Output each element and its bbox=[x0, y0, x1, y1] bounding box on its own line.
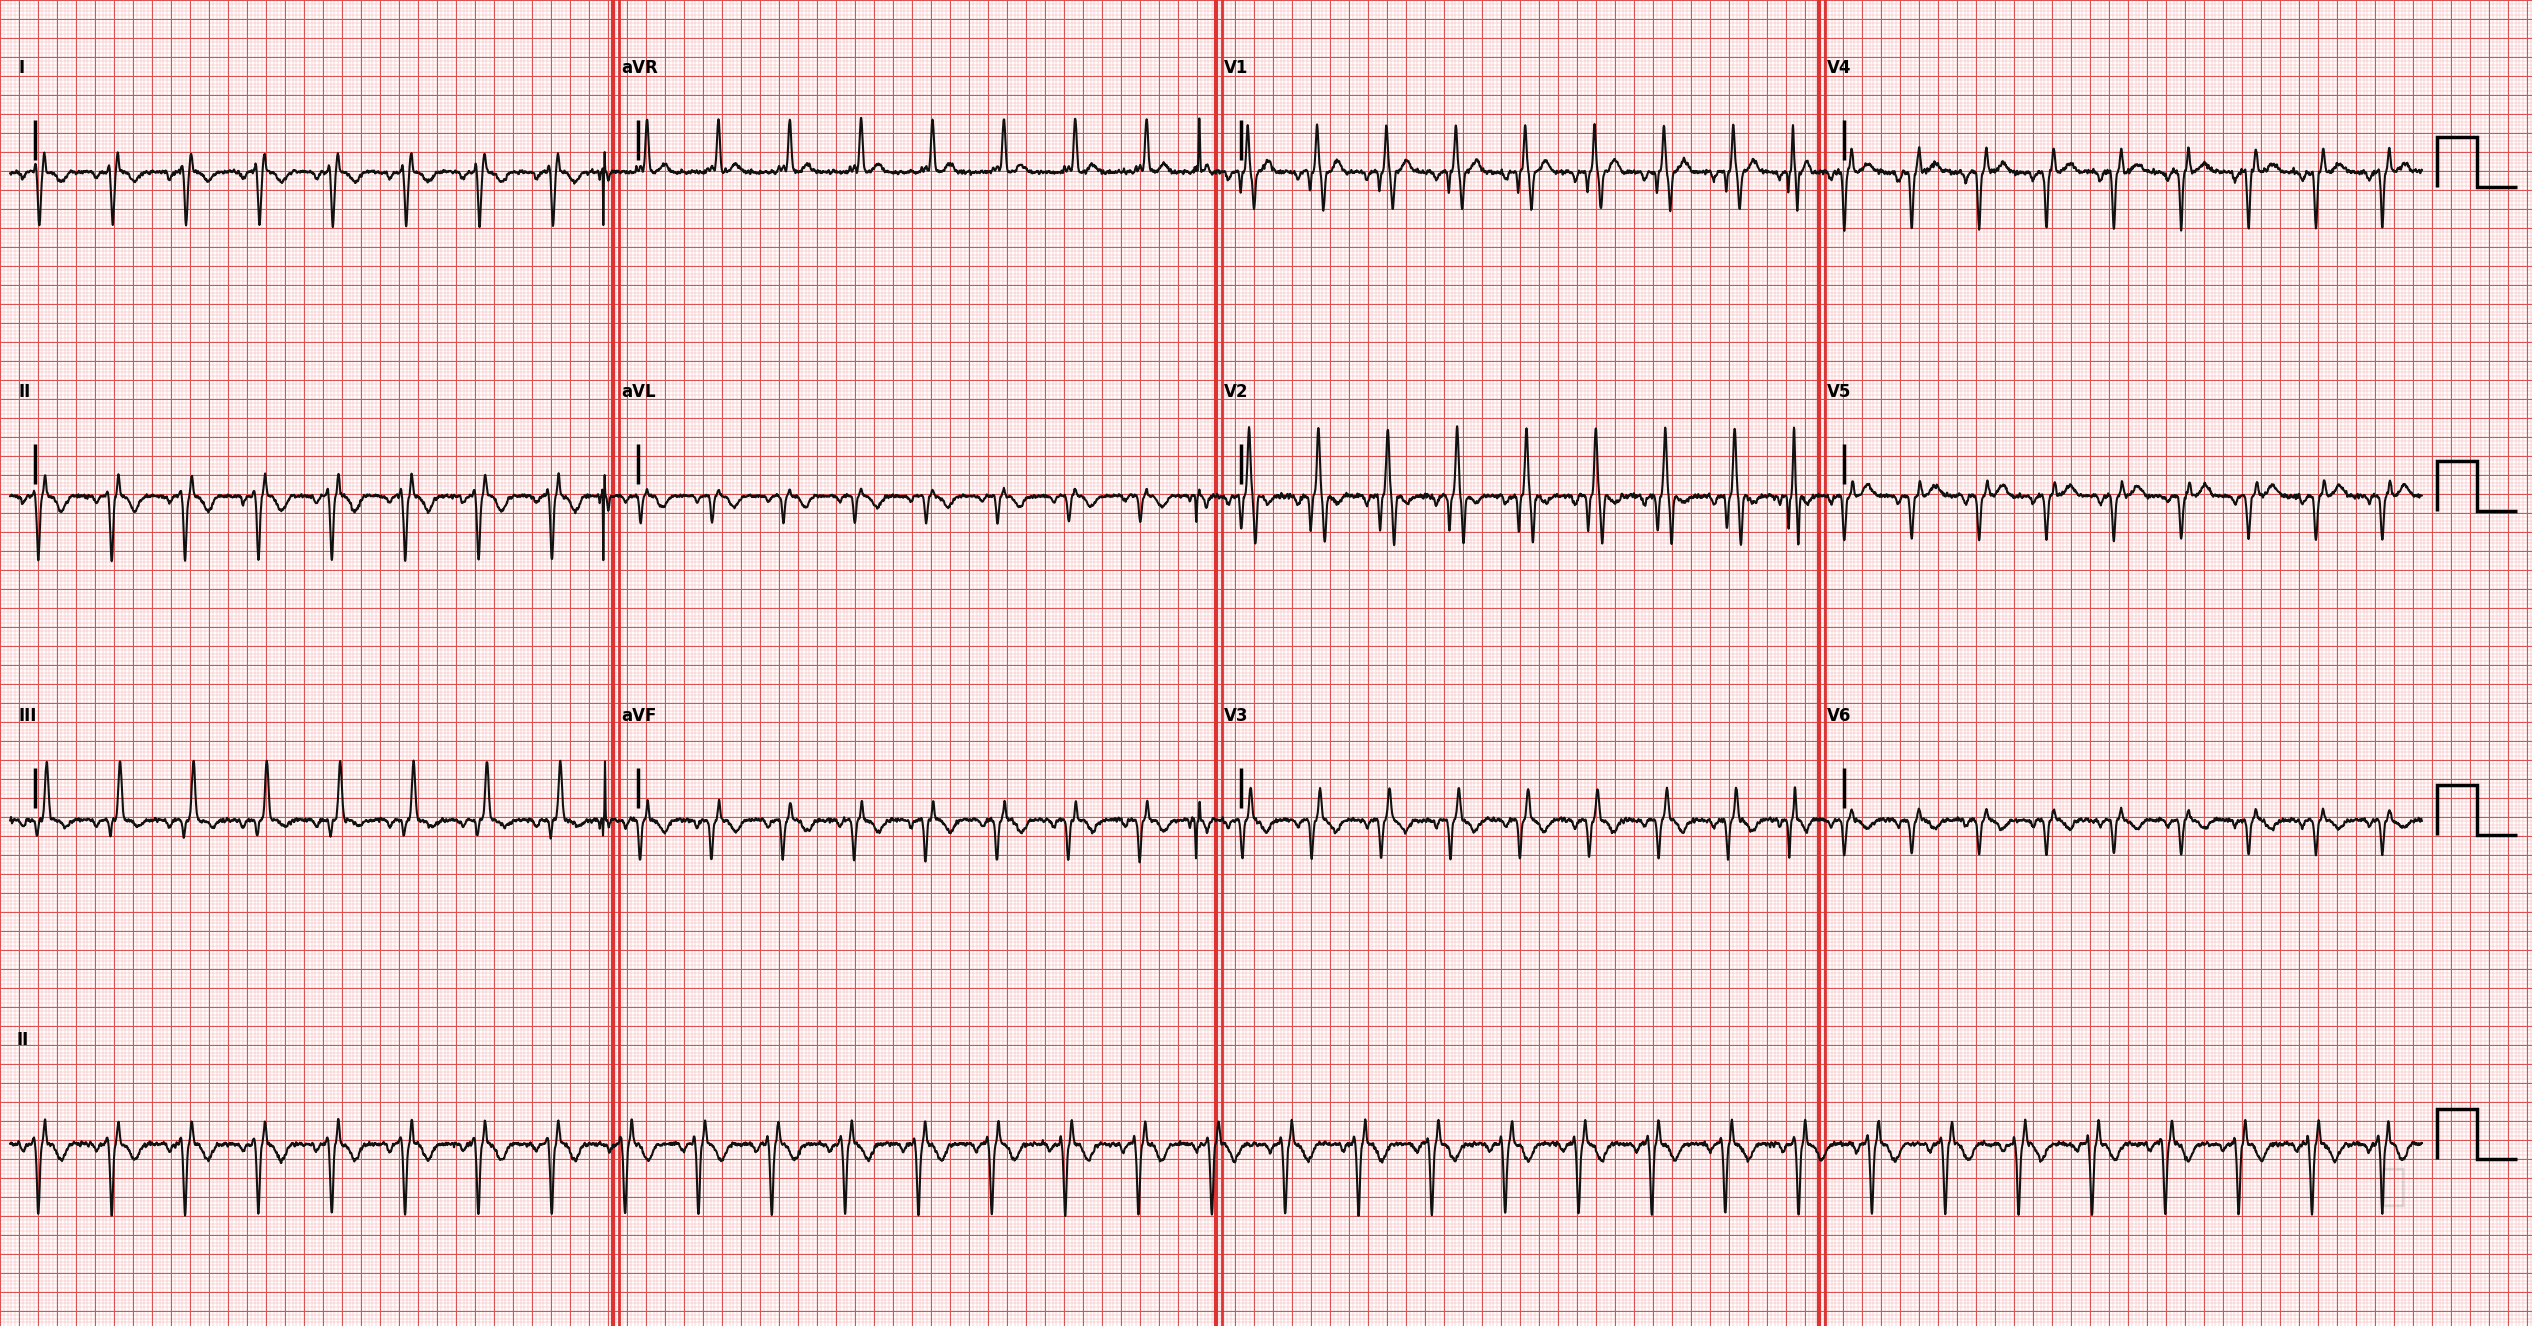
Text: I: I bbox=[18, 58, 25, 77]
Text: III: III bbox=[18, 707, 35, 724]
Text: aVF: aVF bbox=[620, 707, 656, 724]
Text: 🦅: 🦅 bbox=[2380, 1166, 2405, 1208]
Text: V4: V4 bbox=[1828, 58, 1851, 77]
Text: II: II bbox=[18, 383, 30, 400]
Text: V1: V1 bbox=[1223, 58, 1248, 77]
Text: aVL: aVL bbox=[620, 383, 656, 400]
Text: aVR: aVR bbox=[620, 58, 658, 77]
Text: V3: V3 bbox=[1223, 707, 1248, 724]
Text: II: II bbox=[15, 1030, 28, 1049]
Text: V6: V6 bbox=[1828, 707, 1851, 724]
Text: V2: V2 bbox=[1223, 383, 1248, 400]
Text: V5: V5 bbox=[1828, 383, 1851, 400]
